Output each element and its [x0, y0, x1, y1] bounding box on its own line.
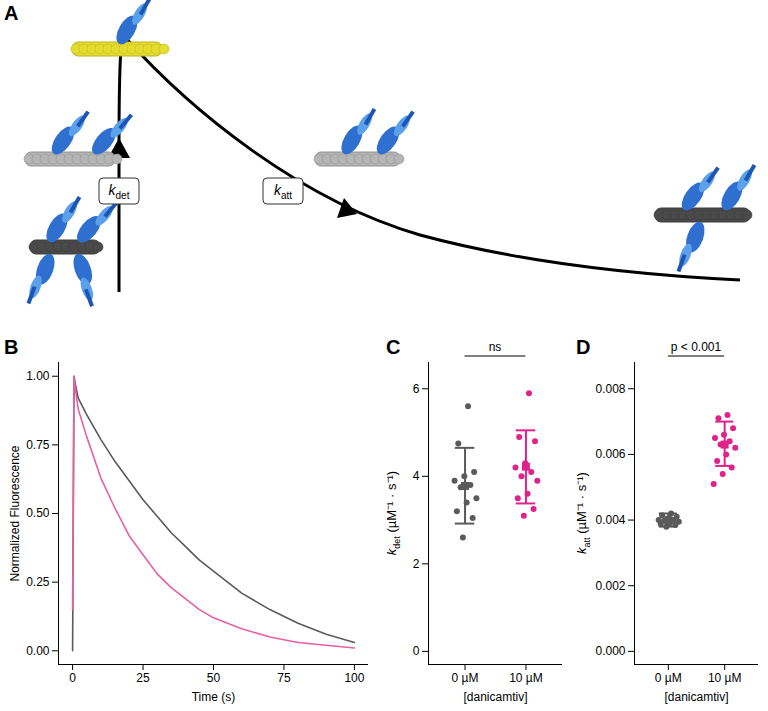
svg-text:katt: katt	[274, 182, 292, 201]
svg-text:0.004: 0.004	[595, 513, 625, 527]
svg-text:0.50: 0.50	[26, 506, 50, 520]
svg-text:25: 25	[136, 671, 150, 685]
svg-text:6: 6	[413, 382, 420, 396]
svg-text:0 µM: 0 µM	[452, 671, 479, 685]
svg-text:[danicamtiv]: [danicamtiv]	[664, 690, 728, 704]
html-text:D: D	[576, 336, 591, 358]
svg-text:A: A	[4, 2, 18, 24]
svg-text:[danicamtiv]: [danicamtiv]	[463, 690, 527, 704]
svg-text:Time (s): Time (s)	[192, 690, 236, 704]
svg-text:0.75: 0.75	[26, 438, 50, 452]
svg-text:0.008: 0.008	[595, 382, 625, 396]
svg-text:Normalized Fluorescence: Normalized Fluorescence	[8, 445, 22, 581]
svg-text:0: 0	[413, 644, 420, 658]
svg-text:kdet: kdet	[109, 182, 130, 201]
svg-text:0: 0	[69, 671, 76, 685]
svg-text:1.00: 1.00	[26, 369, 50, 383]
svg-text:ns: ns	[489, 340, 502, 354]
html-text:C: C	[386, 336, 401, 358]
svg-text:0.000: 0.000	[595, 644, 625, 658]
svg-text:4: 4	[413, 469, 420, 483]
svg-text:10 µM: 10 µM	[708, 671, 742, 685]
html-text:B: B	[4, 336, 19, 358]
svg-text:p < 0.001: p < 0.001	[671, 340, 722, 354]
svg-text:kdet (µM⁻¹ · s⁻¹): kdet (µM⁻¹ · s⁻¹)	[384, 471, 402, 555]
svg-text:2: 2	[413, 557, 420, 571]
svg-text:0.006: 0.006	[595, 447, 625, 461]
svg-text:0 µM: 0 µM	[655, 671, 682, 685]
svg-text:0.002: 0.002	[595, 579, 625, 593]
svg-text:10 µM: 10 µM	[509, 671, 543, 685]
svg-text:katt (µM⁻¹ · s⁻¹): katt (µM⁻¹ · s⁻¹)	[574, 472, 592, 554]
svg-text:0.00: 0.00	[26, 644, 50, 658]
svg-text:0.25: 0.25	[26, 575, 50, 589]
svg-text:100: 100	[344, 671, 364, 685]
svg-text:50: 50	[207, 671, 221, 685]
svg-text:75: 75	[277, 671, 291, 685]
